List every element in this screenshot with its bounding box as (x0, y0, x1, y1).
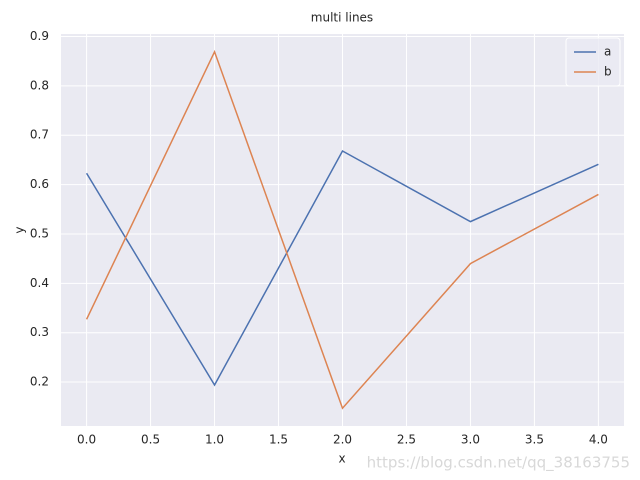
x-tick-label: 1.5 (269, 433, 288, 447)
x-tick-label: 2.0 (333, 433, 352, 447)
line-series (85, 149, 599, 387)
legend-label: a (604, 45, 611, 59)
y-tick-label: 0.8 (30, 78, 49, 92)
x-tick-label: 4.0 (589, 433, 608, 447)
watermark: https://blog.csdn.net/qq_38163755 (367, 454, 630, 473)
y-axis-label: y (13, 226, 27, 233)
x-axis-label: x (338, 452, 345, 466)
y-tick-label: 0.2 (30, 375, 49, 389)
chart-title: multi lines (311, 11, 373, 25)
x-tick-label: 0.0 (77, 433, 96, 447)
y-tick-label: 0.7 (30, 128, 49, 142)
x-tick-label: 0.5 (141, 433, 160, 447)
legend-box (565, 37, 621, 87)
line-series (85, 49, 599, 410)
x-tick-label: 1.0 (205, 433, 224, 447)
legend: ab (565, 37, 621, 87)
y-tick-label: 0.6 (30, 177, 49, 191)
y-tick-label: 0.3 (30, 325, 49, 339)
legend-label: b (604, 65, 612, 79)
x-tick-label: 3.0 (461, 433, 480, 447)
y-tick-label: 0.5 (30, 226, 49, 240)
y-tick-label: 0.4 (30, 276, 49, 290)
y-tick-label: 0.9 (30, 29, 49, 43)
x-tick-label: 2.5 (397, 433, 416, 447)
x-tick-label: 3.5 (525, 433, 544, 447)
